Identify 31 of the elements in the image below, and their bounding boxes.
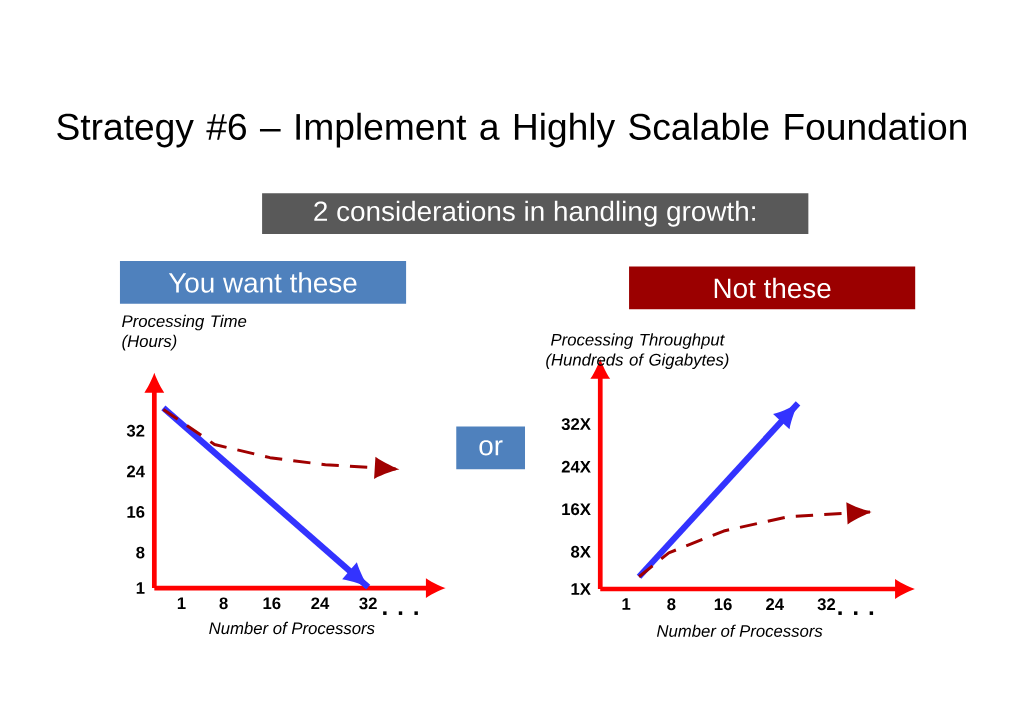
y-axis-title: Processing Time (Hours) [122,314,247,351]
text: Not these [714,277,831,298]
y-axis-title: Processing Throughput (Hundreds of Gigabytes) [546,333,729,369]
x-tick-label: 1 [622,598,631,610]
text: or [479,439,503,456]
y-tick-label: 16X [562,503,591,515]
x-tick-label: 32 [359,597,377,610]
text: . . . [838,611,874,615]
y-tick-label: 32 [126,424,145,437]
x-tick-label: 1 [177,597,186,609]
y-tick-label: 16 [127,505,145,518]
text: You want these [168,271,357,293]
x-tick-label: 16 [714,598,732,610]
x-tick-label: 32 [817,598,836,610]
x-tick-label: 24 [766,598,784,610]
y-tick-label: 32X [561,417,591,430]
y-tick-label: 24X [561,460,591,473]
x-tick-label: 16 [263,597,281,609]
x-axis-title: Number of Processors [656,624,823,637]
text: Strategy #6 – Implement a Highly Scalable Foundation [57,112,966,148]
text: . . . [383,611,418,615]
text: 2 considerations in handling growth: [314,200,755,227]
x-tick-label: 24 [311,597,330,609]
y-tick-label: 8 [136,546,145,559]
y-tick-label: 1 [136,582,145,594]
x-axis-title: Number of Processors [209,621,375,634]
y-tick-label: 8X [571,545,591,558]
x-tick-label: 8 [219,597,228,609]
x-tick-label: 8 [667,598,676,610]
y-tick-label: 1X [571,583,591,595]
y-tick-label: 24 [126,465,145,477]
